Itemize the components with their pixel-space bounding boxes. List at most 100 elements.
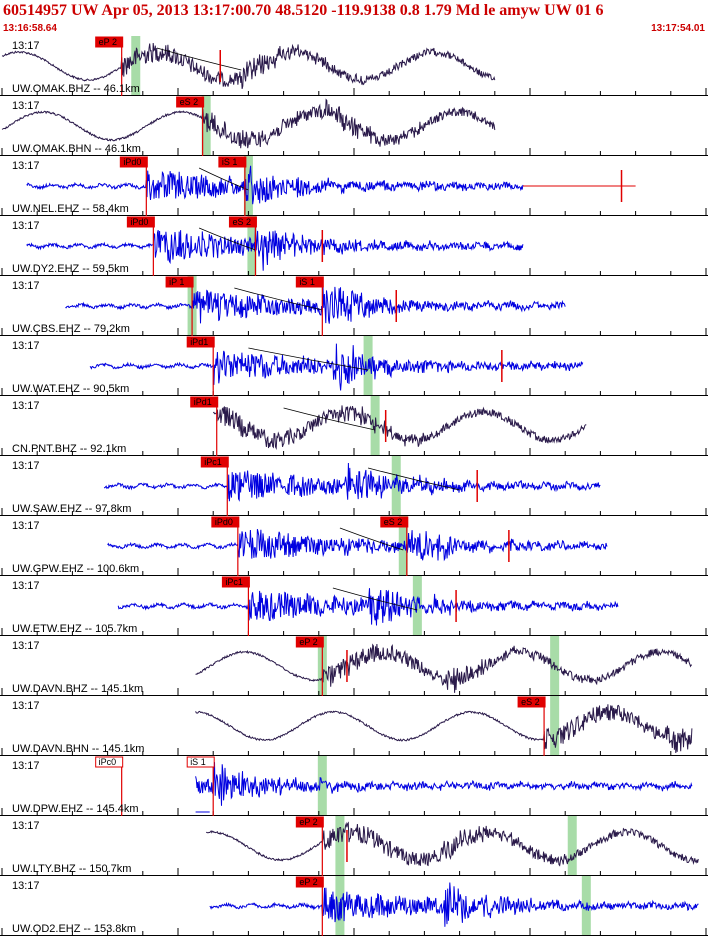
- pick-label: iS 1: [299, 277, 315, 287]
- trace-row: iPd1 13:17 UW.WAT.EHZ -- 90.5km: [0, 336, 708, 396]
- pick-flag: [95, 36, 124, 48]
- pick-flag: [295, 276, 324, 288]
- pick-flag: [200, 456, 229, 468]
- trace-time-label: 13:17: [12, 460, 40, 472]
- pick-label: eP 2: [99, 37, 117, 47]
- pick-flag: [211, 516, 240, 528]
- moveout-curve: [156, 47, 242, 71]
- moveout-curve: [339, 527, 404, 551]
- trace-station-label: UW.NEL.EHZ -- 58.4km: [12, 203, 129, 215]
- pick-flag: [295, 816, 324, 828]
- trace-station-label: UW.DPW.EHZ -- 145.4km: [12, 803, 139, 815]
- pick-label: iPc1: [225, 577, 243, 587]
- trace-station-label: UW.OMAK.BHZ -- 46.1km: [12, 83, 140, 95]
- waveform: [209, 882, 699, 927]
- waveform: [1, 42, 496, 90]
- trace-row: eP 2 13:17 UW.LTY.BHZ -- 150.7km: [0, 816, 708, 876]
- waveform: [89, 343, 584, 391]
- pick-flag: [119, 156, 148, 168]
- pick-label: eP 2: [299, 817, 317, 827]
- trace-station-label: UW.LTY.BHZ -- 150.7km: [12, 863, 131, 875]
- moveout-curve: [248, 347, 369, 371]
- event-header: 60514957 UW Apr 05, 2013 13:17:00.70 48.…: [0, 0, 708, 36]
- trace-time-label: 13:17: [12, 520, 40, 532]
- trace-time-label: 13:17: [12, 340, 40, 352]
- waveform: [117, 588, 619, 626]
- trace-time-label: 13:17: [12, 580, 40, 592]
- trace-row: iPc1 13:17 UW.SAW.EHZ -- 97.8km: [0, 456, 708, 516]
- pick-label: iP 1: [169, 277, 184, 287]
- pick-label: iPd1: [190, 337, 208, 347]
- moveout-curve: [367, 467, 460, 491]
- pick-flag: [186, 756, 215, 768]
- moveout-curve: [234, 287, 323, 311]
- pick-flag: [517, 696, 546, 708]
- pick-label: iPc1: [204, 457, 222, 467]
- pick-label: eS 2: [232, 217, 251, 227]
- moveout-curve: [283, 407, 376, 431]
- waveform: [65, 286, 566, 324]
- trace-row: eP 2 13:17 UW.OMAK.BHZ -- 46.1km: [0, 36, 708, 96]
- moveout-curve: [198, 227, 256, 251]
- pick-label: eP 2: [299, 637, 317, 647]
- waveform: [103, 462, 601, 502]
- trace-time-label: 13:17: [12, 40, 40, 52]
- trace-row: iPc1 13:17 UW.ETW.EHZ -- 105.7km: [0, 576, 708, 636]
- theoretical-arrival-band: [131, 36, 141, 96]
- trace-row: iP 1 iS 1 13:17 UW.CBS.EHZ -- 79.2km: [0, 276, 708, 336]
- pick-label: iPd0: [215, 517, 233, 527]
- trace-station-label: UW.OD2.EHZ -- 153.8km: [12, 923, 136, 935]
- theoretical-arrival-band: [201, 96, 211, 156]
- trace-station-label: UW.OMAK.BHN -- 46.1km: [12, 143, 141, 155]
- trace-row: iPd1 13:17 CN.PNT.BHZ -- 92.1km: [0, 396, 708, 456]
- trace-time-label: 13:17: [12, 760, 40, 772]
- pick-flag: [380, 516, 409, 528]
- trace-row: iPc0 iS 1 13:17 UW.DPW.EHZ -- 145.4km: [0, 756, 708, 816]
- pick-label: eS 2: [521, 697, 540, 707]
- pick-flag: [95, 756, 124, 768]
- pick-label: iPd0: [130, 217, 148, 227]
- trace-row: eP 2 13:17 UW.DAVN.BHZ -- 145.1km: [0, 636, 708, 696]
- trace-time-label: 13:17: [12, 100, 40, 112]
- trace-row: iPd0 eS 2 13:17 UW.GPW.EHZ -- 100.6km: [0, 516, 708, 576]
- trace-time-label: 13:17: [12, 160, 40, 172]
- pick-label: iS 1: [222, 157, 238, 167]
- theoretical-arrival-band: [567, 816, 577, 876]
- waveform: [107, 528, 608, 562]
- pick-label: eS 2: [384, 517, 403, 527]
- trace-time-label: 13:17: [12, 820, 40, 832]
- theoretical-arrival-band: [391, 456, 401, 516]
- trace-station-label: UW.DAVN.BHN -- 145.1km: [12, 743, 144, 755]
- pick-flag: [165, 276, 194, 288]
- trace-station-label: CN.PNT.BHZ -- 92.1km: [12, 443, 126, 455]
- pick-flag: [228, 216, 257, 228]
- trace-station-label: UW.WAT.EHZ -- 90.5km: [12, 383, 129, 395]
- trace-station-label: UW.GPW.EHZ -- 100.6km: [12, 563, 139, 575]
- pick-label: iPc0: [99, 757, 117, 767]
- pick-flag: [176, 96, 205, 108]
- trace-time-label: 13:17: [12, 280, 40, 292]
- waveform: [206, 821, 699, 867]
- waveform: [195, 643, 692, 693]
- theoretical-arrival-band: [412, 576, 422, 636]
- trace-time-label: 13:17: [12, 700, 40, 712]
- waveform: [1, 98, 496, 149]
- trace-station-label: UW.SAW.EHZ -- 97.8km: [12, 503, 131, 515]
- theoretical-arrival-band: [317, 756, 327, 816]
- trace-row: eP 2 13:17 UW.OD2.EHZ -- 153.8km: [0, 876, 708, 936]
- pick-flag: [186, 336, 215, 348]
- pick-label: eS 2: [180, 97, 199, 107]
- trace-row: iPd0 eS 2 13:17 UW.DY2.EHZ -- 59.5km: [0, 216, 708, 276]
- pick-flag: [218, 156, 247, 168]
- trace-station-label: UW.ETW.EHZ -- 105.7km: [12, 623, 137, 635]
- pick-flag: [190, 396, 219, 408]
- trace-time-label: 13:17: [12, 400, 40, 412]
- pick-label: iPd0: [123, 157, 141, 167]
- waveform: [212, 405, 587, 450]
- pick-flag: [295, 636, 324, 648]
- theoretical-arrival-band: [335, 816, 345, 876]
- pick-flag: [126, 216, 155, 228]
- trace-row: iPd0 iS 1 13:17 UW.NEL.EHZ -- 58.4km: [0, 156, 708, 216]
- waveform: [26, 223, 524, 271]
- trace-station-label: UW.CBS.EHZ -- 79.2km: [12, 323, 130, 335]
